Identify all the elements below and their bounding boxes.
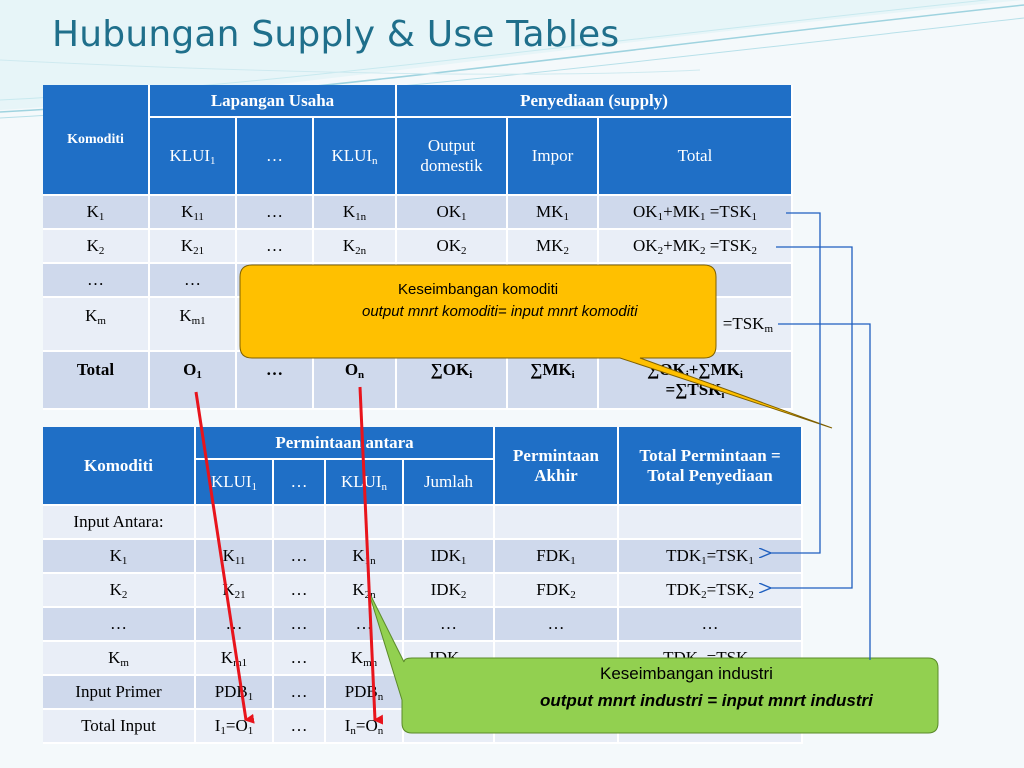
use-header-jumlah: Jumlah	[404, 460, 495, 506]
cell: Total	[43, 352, 150, 410]
cell: OK2+MK2 =TSK2	[599, 230, 793, 264]
cell: …	[274, 676, 326, 710]
cell: PDB1	[196, 676, 274, 710]
komoditi-callout-title: Keseimbangan komoditi	[398, 281, 559, 298]
supply-header-output-domestik: Output domestik	[397, 118, 508, 196]
cell: Km1	[196, 642, 274, 676]
cell: …	[237, 196, 314, 230]
cell: IDKm	[404, 642, 495, 676]
use-header-total-permintaan: Total Permintaan = Total Penyediaan	[619, 427, 803, 506]
table-row: K2 K21 … K2n IDK2 FDK2 TDK2=TSK2	[43, 574, 803, 608]
cell: …	[196, 608, 274, 642]
cell: TDK2=TSK2	[619, 574, 803, 608]
supply-header-penyediaan: Penyediaan (supply)	[397, 85, 793, 118]
cell: …	[404, 608, 495, 642]
cell: K11	[196, 540, 274, 574]
cell: MK2	[508, 230, 599, 264]
cell: …	[274, 642, 326, 676]
komoditi-callout-text: output mnrt komoditi= input mnrt komodit…	[362, 303, 638, 320]
cell: ∑MKi	[508, 352, 599, 410]
use-header-kluin: KLUIn	[326, 460, 404, 506]
cell: …	[43, 608, 196, 642]
cell: …	[150, 264, 237, 298]
supply-header-klui1: KLUI1	[150, 118, 237, 196]
cell: Km1	[150, 298, 237, 352]
use-header-permintaan-akhir: Permintaan Akhir	[495, 427, 619, 506]
cell: …	[619, 608, 803, 642]
cell: PDBn	[326, 676, 404, 710]
cell: K1n	[326, 540, 404, 574]
cell: ∑OKi	[397, 352, 508, 410]
cell: OK1	[397, 196, 508, 230]
use-header-klui1: KLUI1	[196, 460, 274, 506]
cell: K1	[43, 196, 150, 230]
supply-header-impor: Impor	[508, 118, 599, 196]
cell: TDK1=TSK1	[619, 540, 803, 574]
table-row: Total O1 … On ∑OKi ∑MKi ∑OKi+∑MKi =∑TSKi	[43, 352, 793, 410]
use-header-permintaan-antara: Permintaan antara	[196, 427, 495, 460]
cell: I1=O1	[196, 710, 274, 744]
cell: ∑OKi+∑MKi =∑TSKi	[599, 352, 793, 410]
supply-header-komoditi: Komoditi	[43, 85, 150, 196]
cell: In=On	[326, 710, 404, 744]
use-header-dots: …	[274, 460, 326, 506]
cell: …	[237, 352, 314, 410]
cell: K21	[150, 230, 237, 264]
cell: Input Antara:	[43, 506, 196, 540]
cell: K2n	[326, 574, 404, 608]
cell: Total Input	[43, 710, 196, 744]
table-row: K1 K11 … K1n IDK1 FDK1 TDK1=TSK1	[43, 540, 803, 574]
cell: FDK2	[495, 574, 619, 608]
table-row: … … … … … … …	[43, 608, 803, 642]
cell: Km	[43, 642, 196, 676]
supply-header-lapangan-usaha: Lapangan Usaha	[150, 85, 397, 118]
cell: Km	[43, 298, 150, 352]
cell: K11	[150, 196, 237, 230]
industri-callout-title: Keseimbangan industri	[600, 664, 773, 683]
komoditi-callout: Keseimbangan komoditi	[398, 281, 558, 298]
supply-header-dots: …	[237, 118, 314, 196]
slide-title: Hubungan Supply & Use Tables	[52, 14, 620, 55]
supply-header-kluin: KLUIn	[314, 118, 397, 196]
cell: OK2	[397, 230, 508, 264]
cell: Kmn	[326, 642, 404, 676]
cell: MK1	[508, 196, 599, 230]
cell: FDK1	[495, 540, 619, 574]
cell: K2	[43, 574, 196, 608]
cell: OK1+MK1 =TSK1	[599, 196, 793, 230]
table-row: K1 K11 … K1n OK1 MK1 OK1+MK1 =TSK1	[43, 196, 793, 230]
cell: …	[274, 574, 326, 608]
table-row: K2 K21 … K2n OK2 MK2 OK2+MK2 =TSK2	[43, 230, 793, 264]
cell: Input Primer	[43, 676, 196, 710]
use-header-komoditi: Komoditi	[43, 427, 196, 506]
table-row: Total Input I1=O1 … In=On	[43, 710, 803, 744]
cell: IDK2	[404, 574, 495, 608]
cell: K2n	[314, 230, 397, 264]
table-row: Input Antara:	[43, 506, 803, 540]
cell: O1	[150, 352, 237, 410]
industri-callout-text: output mnrt industri = input mnrt indust…	[540, 691, 873, 710]
cell: K1n	[314, 196, 397, 230]
cell: …	[326, 608, 404, 642]
cell: On	[314, 352, 397, 410]
cell: …	[274, 608, 326, 642]
cell: IDK1	[404, 540, 495, 574]
cell: …	[43, 264, 150, 298]
cell: …	[495, 608, 619, 642]
cell: …	[274, 540, 326, 574]
supply-header-total: Total	[599, 118, 793, 196]
cell: K1	[43, 540, 196, 574]
supply-table: Komoditi Lapangan Usaha Penyediaan (supp…	[43, 85, 793, 410]
cell: K2	[43, 230, 150, 264]
cell: …	[274, 710, 326, 744]
cell: K21	[196, 574, 274, 608]
cell: …	[237, 230, 314, 264]
